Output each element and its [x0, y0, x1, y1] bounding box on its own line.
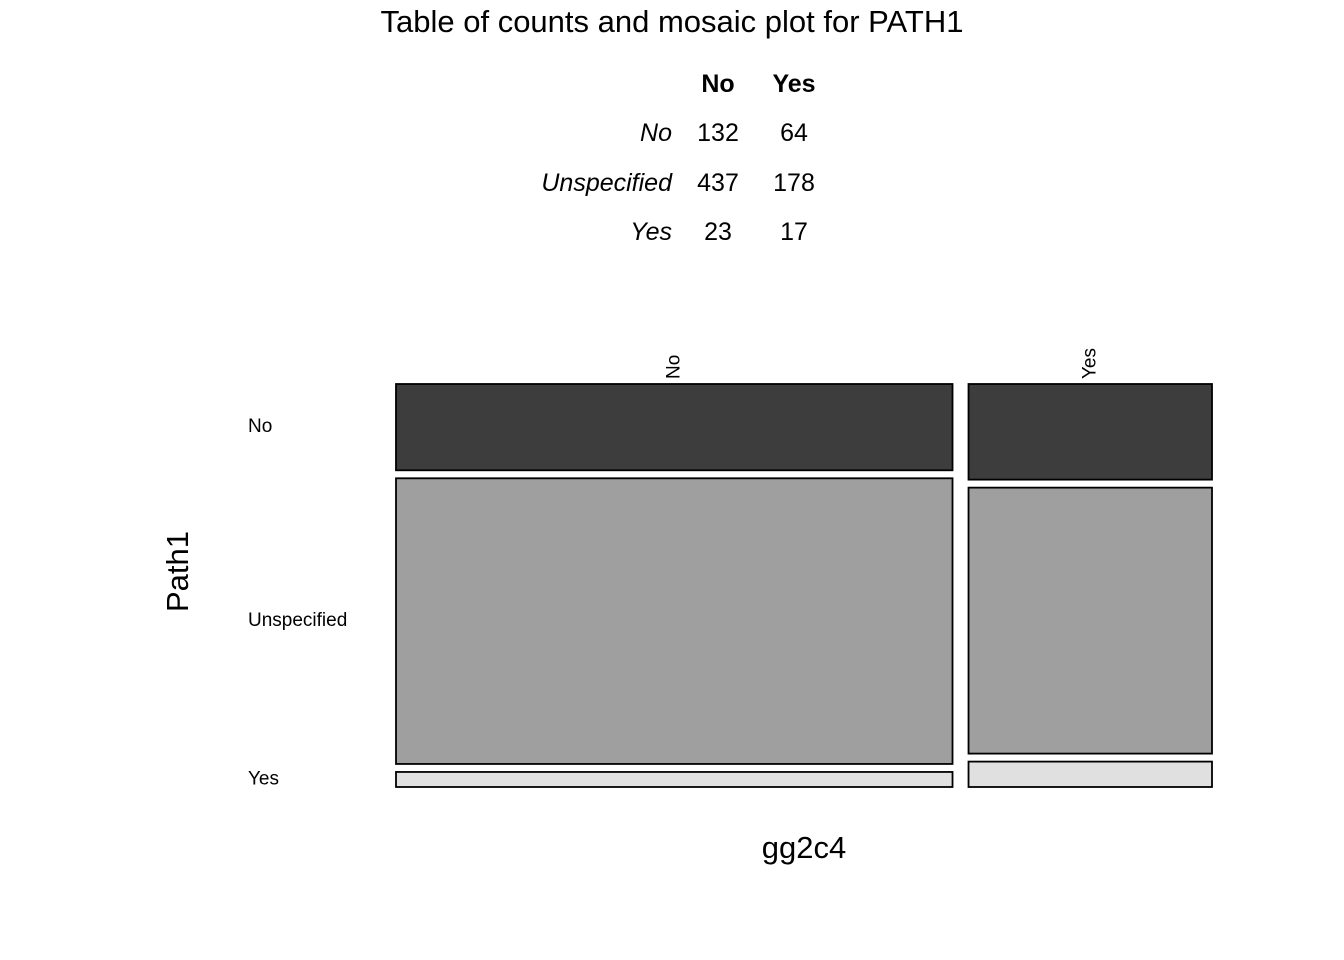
- y-tick-label: Yes: [248, 768, 279, 789]
- table-cell: 64: [780, 119, 808, 147]
- table-cell: 17: [780, 218, 808, 246]
- table-cell: 178: [773, 169, 815, 197]
- table-row-label: Yes: [630, 218, 672, 246]
- mosaic-tile: [967, 486, 1213, 755]
- table-cell: 437: [697, 169, 739, 197]
- mosaic-tile: [967, 383, 1213, 481]
- chart-title: Table of counts and mosaic plot for PATH…: [380, 4, 964, 39]
- table-cell: 23: [704, 218, 732, 246]
- y-axis-title: Path1: [160, 531, 195, 612]
- table-row-label: No: [640, 119, 672, 147]
- x-tick-label: Yes: [1079, 348, 1100, 379]
- table-cell: 132: [697, 119, 739, 147]
- table-col-header: Yes: [772, 70, 816, 98]
- mosaic-tile: [395, 383, 954, 472]
- table-row-label: Unspecified: [541, 169, 672, 197]
- table-col-header: No: [701, 70, 735, 98]
- mosaic-tile: [395, 477, 954, 765]
- x-axis-title: gg2c4: [762, 830, 846, 865]
- y-tick-label: No: [248, 416, 272, 437]
- y-tick-label: Unspecified: [248, 610, 347, 631]
- mosaic-tile: [967, 760, 1213, 788]
- x-tick-label: No: [663, 355, 684, 379]
- mosaic-tile: [395, 771, 954, 788]
